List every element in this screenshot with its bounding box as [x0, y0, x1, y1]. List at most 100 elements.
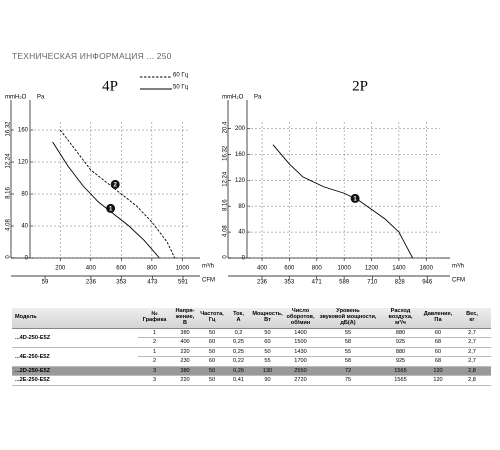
table-cell: 2550 — [283, 366, 318, 377]
model-cell: ...4D-250-E5Z — [12, 328, 138, 348]
table-cell: 1 — [138, 347, 171, 358]
x-tick-label: 600 — [284, 266, 295, 272]
table-cell: 2 — [138, 356, 171, 367]
x-tick-label: 200 — [55, 266, 66, 272]
y2-tick-label: 20.4 — [223, 121, 229, 133]
y-unit: Pa — [37, 95, 45, 101]
y-tick-label: 40 — [21, 224, 28, 230]
column-header: № Графика — [138, 308, 171, 329]
table-cell: 55 — [318, 347, 378, 358]
table-cell: 380 — [171, 328, 199, 339]
x2-tick-label: 589 — [339, 280, 350, 286]
table-cell: 925 — [378, 356, 423, 367]
y2-tick-label: 8.16 — [6, 187, 12, 199]
y-tick-label: 160 — [235, 152, 246, 158]
table-cell: 1565 — [378, 375, 423, 386]
marker-label: 1 — [109, 206, 113, 212]
table-row: 2 400 60 0,25 60 1500 58 925 68 2,7 — [12, 337, 491, 348]
x-tick-label: 1600 — [420, 266, 434, 272]
y2-tick-label: 4.08 — [223, 225, 229, 237]
x-tick-label: 1000 — [337, 266, 351, 272]
x2-tick-label: 353 — [284, 280, 295, 286]
curve — [52, 141, 160, 259]
legend-label: 50 Гц — [173, 85, 189, 91]
chart-title: 2P — [352, 78, 368, 94]
column-header: Расход воздуха, м³/ч — [378, 308, 423, 329]
model-cell: ...2E-250-E5Z — [12, 375, 138, 386]
curve-marker — [106, 203, 116, 213]
table-cell: 90 — [252, 375, 283, 386]
table-cell: 1700 — [283, 356, 318, 367]
table-row: 2 230 60 0,22 55 1700 58 925 68 2,7 — [12, 356, 491, 367]
x2-tick-label: 353 — [116, 280, 127, 286]
table-cell: 2,7 — [453, 337, 491, 348]
y2-tick-label: 12.24 — [223, 171, 229, 187]
x-tick-label: 800 — [312, 266, 323, 272]
page-header: ТЕХНИЧЕСКАЯ ИНФОРМАЦИЯ ... 250 — [12, 51, 172, 61]
table-cell: 130 — [252, 366, 283, 377]
table-cell: 68 — [423, 337, 453, 348]
marker-label: 1 — [353, 196, 357, 202]
table-cell: 50 — [199, 375, 225, 386]
y-tick-label: 160 — [18, 128, 29, 134]
table-cell: 60 — [199, 356, 225, 367]
x-unit: m³/h — [202, 264, 214, 270]
table-cell: 50 — [199, 366, 225, 377]
y2-tick-label: 12.24 — [6, 153, 12, 169]
table-cell: 0,22 — [225, 356, 252, 367]
y2-tick-label: 16.32 — [223, 145, 229, 161]
table-cell: 230 — [171, 356, 199, 367]
table-cell: 1 — [138, 328, 171, 339]
model-cell: ...4E-250-E5Z — [12, 347, 138, 367]
table-row: ...2E-250-E5Z 3 220 50 0,41 90 2720 75 1565 120 2,… — [12, 375, 491, 386]
spec-table: Модель № Графика Напря- жение, В Частота, Г… — [12, 308, 491, 386]
x-tick-label: 600 — [116, 266, 127, 272]
table-row: ...4D-250-E5Z 1 380 50 0,2 50 1400 55 880 60 2,7 — [12, 328, 491, 348]
table-cell: 72 — [318, 366, 378, 377]
table-cell: 0,25 — [225, 337, 252, 348]
column-header: Вес, кг — [453, 308, 491, 329]
table-cell: 1400 — [283, 328, 318, 339]
table-cell: 50 — [199, 328, 225, 339]
y-tick-label: 120 — [235, 178, 246, 184]
curve-marker — [110, 179, 120, 189]
x-tick-label: 400 — [257, 266, 268, 272]
x2-tick-label: 710 — [367, 280, 378, 286]
column-header: Давление, Па — [423, 308, 453, 329]
table-cell: 1565 — [378, 366, 423, 377]
column-header: Число оборотов, об/мин — [283, 308, 318, 329]
table-cell: 0,2 — [225, 328, 252, 339]
column-header: Ток, А — [225, 308, 252, 329]
x2-tick-label: 236 — [257, 280, 268, 286]
chart-title: 4P — [102, 78, 118, 94]
y-tick-label: 40 — [238, 230, 245, 236]
x-unit: m³/h — [452, 264, 464, 270]
y-tick-label: 80 — [238, 204, 245, 210]
x2-unit: CFM — [202, 278, 215, 284]
table-cell: 55 — [318, 328, 378, 339]
column-header: Напря- жение, В — [171, 308, 199, 329]
table-cell: 1430 — [283, 347, 318, 358]
table-cell: 0,26 — [225, 366, 252, 377]
table-cell: 2720 — [283, 375, 318, 386]
y-unit: Pa — [254, 95, 262, 101]
table-cell: 75 — [318, 375, 378, 386]
table-cell: 880 — [378, 347, 423, 358]
column-header: Частота, Гц — [199, 308, 225, 329]
table-cell: 880 — [378, 328, 423, 339]
x-tick-label: 800 — [147, 266, 158, 272]
table-cell: 2,7 — [453, 347, 491, 358]
table-cell: 60 — [423, 328, 453, 339]
table-cell: 2,8 — [453, 375, 491, 386]
table-cell: 58 — [318, 356, 378, 367]
curve — [59, 129, 176, 259]
table-cell: 3 — [138, 375, 171, 386]
table-cell: 1500 — [283, 337, 318, 348]
x-tick-label: 1000 — [176, 266, 190, 272]
model-cell: ...2D-250-E5Z — [12, 366, 138, 377]
table-cell: 380 — [171, 366, 199, 377]
curve-marker — [350, 193, 360, 203]
x2-tick-label: 828 — [395, 280, 406, 286]
table-cell: 0,25 — [225, 347, 252, 358]
